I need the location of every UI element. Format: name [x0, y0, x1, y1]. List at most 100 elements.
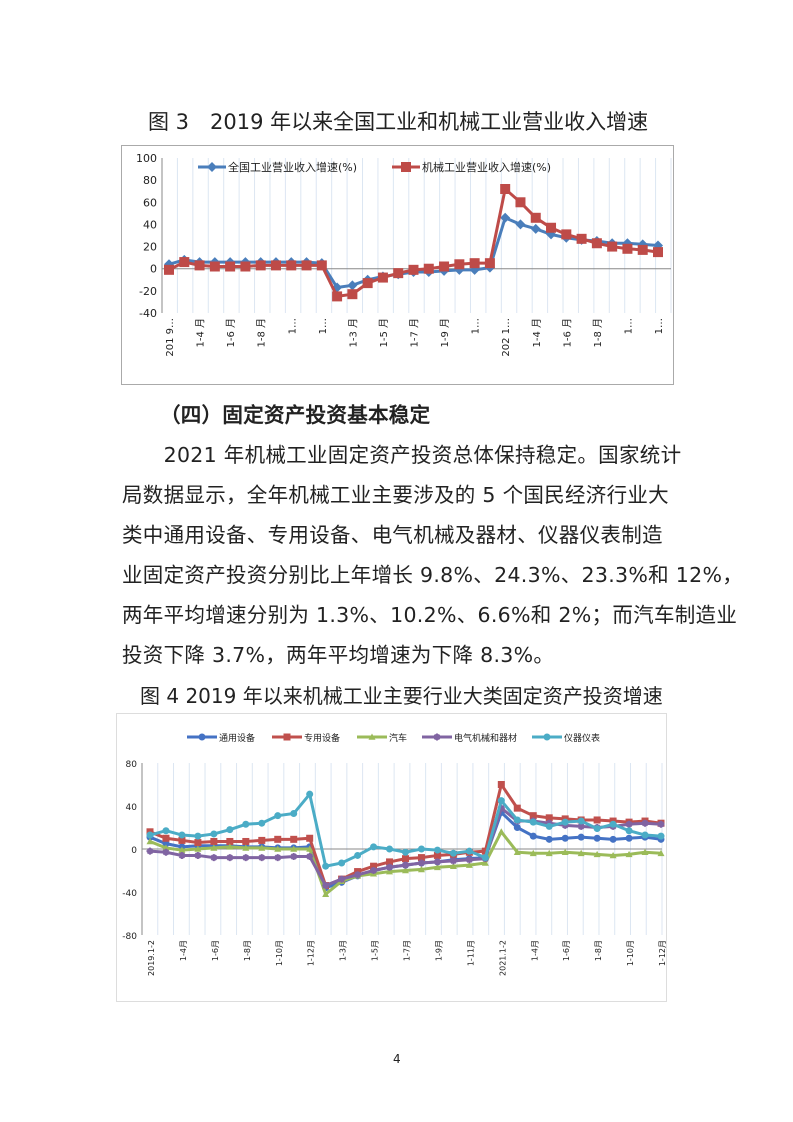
x-tick-label: 1… [623, 318, 634, 334]
data-point [417, 859, 425, 867]
figure-4-caption: 图 4 2019 年以来机械工业主要行业大类固定资产投资增速 [140, 684, 663, 708]
data-point [354, 871, 362, 879]
legend-label: 仪器仪表 [564, 732, 600, 744]
data-point [546, 229, 557, 240]
x-tick-label: 1-7 月 [409, 318, 421, 348]
legend-marker [368, 733, 376, 740]
data-point [290, 853, 298, 861]
data-point [301, 260, 312, 271]
x-tick-label: 1-8月 [243, 940, 252, 961]
data-point [577, 822, 585, 830]
data-point [258, 844, 266, 851]
data-point [210, 854, 218, 862]
data-point [178, 846, 186, 853]
data-point [242, 854, 250, 862]
data-point [481, 847, 489, 855]
data-point [529, 818, 537, 826]
y-tick-label: -40 [139, 307, 157, 320]
data-point [657, 849, 665, 857]
data-point [194, 832, 202, 840]
legend-label: 电气机械和器材 [454, 732, 517, 744]
chart-2: 80 40 0 -40 -80 2019.1-2 1-4月 1-6月 1-8月 1-10月 1-12… [122, 732, 667, 976]
data-point [322, 882, 330, 890]
section-heading: （四）固定资产投资基本稳定 [160, 403, 431, 427]
data-point [178, 851, 186, 859]
x-tick-label: 201 9… [165, 318, 176, 357]
data-point [500, 212, 511, 223]
data-point [274, 812, 282, 820]
data-point [546, 222, 557, 233]
y-tick-label: 60 [143, 196, 157, 209]
data-point [332, 291, 343, 302]
data-point [402, 855, 409, 863]
data-point [242, 837, 250, 845]
data-point [439, 261, 450, 272]
x-tick-label: 1-3 月 [347, 318, 359, 348]
data-point [274, 835, 282, 843]
y-tick-label: -20 [139, 285, 157, 298]
data-point [497, 797, 505, 805]
data-point [290, 845, 298, 852]
data-point [370, 867, 378, 874]
x-tick-label: 1-6 月 [225, 318, 237, 348]
legend-marker [543, 733, 551, 741]
data-point [545, 835, 553, 843]
data-point [417, 845, 425, 853]
data-point [322, 890, 330, 897]
data-point [210, 830, 218, 838]
data-point [625, 850, 633, 858]
data-point [408, 264, 419, 275]
data-point [338, 859, 346, 867]
legend-marker [198, 733, 206, 741]
data-point [593, 834, 601, 842]
data-point [306, 845, 314, 852]
data-point [576, 233, 587, 244]
body-line: 两年平均增速分别为 1.3%、10.2%、6.6%和 2%；而汽车制造业 [122, 603, 738, 627]
data-point [162, 848, 170, 856]
x-tick-label: 1-4 月 [195, 318, 207, 348]
data-point [258, 836, 266, 844]
data-point [513, 804, 521, 812]
data-point [513, 848, 521, 856]
data-point [529, 849, 537, 857]
data-point [637, 244, 648, 255]
data-point [545, 814, 553, 822]
legend-label: 专用设备 [304, 732, 340, 744]
data-point [433, 846, 441, 854]
y-tick-label: 40 [143, 218, 157, 231]
data-point [417, 865, 425, 873]
data-point [637, 239, 648, 250]
data-point [258, 819, 266, 827]
x-tick-label: 1-8月 [594, 940, 603, 961]
data-point [577, 817, 585, 825]
data-point [393, 268, 404, 279]
data-point [290, 810, 298, 818]
data-point [529, 832, 537, 840]
x-tick-label: 1-6月 [211, 940, 220, 961]
data-point [469, 264, 480, 275]
data-point [242, 820, 250, 828]
data-point [370, 843, 378, 851]
legend-marker [401, 162, 411, 172]
data-point [641, 831, 649, 839]
x-tick-label: 1-4 月 [531, 318, 543, 348]
x-tick-label: 1-5 月 [378, 318, 390, 348]
data-point [469, 258, 480, 269]
data-point [240, 261, 251, 272]
body-line: 2021 年机械工业固定资产投资总体保持稳定。国家统计 [122, 443, 682, 467]
data-point [255, 260, 266, 271]
data-point [178, 836, 186, 844]
x-tick-label: 1… [318, 318, 329, 334]
data-point [593, 825, 601, 833]
chart-2-frame: 80 40 0 -40 -80 2019.1-2 1-4月 1-6月 1-8月 1-10月 1-12… [116, 713, 667, 1002]
data-point [386, 863, 394, 871]
data-point [270, 260, 281, 271]
data-point [194, 851, 202, 859]
legend-label: 通用设备 [219, 732, 255, 744]
data-point [362, 278, 373, 289]
data-point [529, 812, 537, 820]
data-point [625, 834, 633, 842]
data-point [625, 820, 633, 828]
data-point [347, 280, 358, 291]
